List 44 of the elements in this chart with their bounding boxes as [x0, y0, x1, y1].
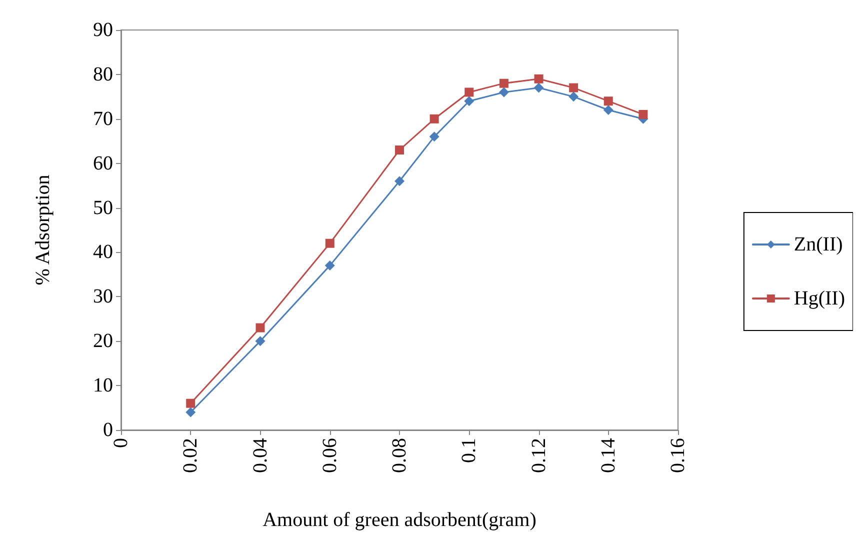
x-tick-label: 0.02 — [180, 438, 202, 473]
point — [638, 110, 648, 119]
x-tick-label: 0.14 — [597, 438, 620, 473]
legend-label: Zn(II) — [794, 234, 843, 256]
x-tick-label: 0.12 — [528, 438, 550, 473]
point — [256, 323, 265, 332]
x-tick-label: 0.1 — [458, 438, 480, 463]
point — [394, 176, 404, 186]
point — [186, 398, 196, 408]
point — [568, 92, 579, 102]
point — [569, 83, 578, 92]
legend-label: Hg(II) — [794, 288, 846, 310]
x-tick-label: 0.04 — [249, 438, 272, 473]
y-tick-label: 60 — [93, 152, 113, 174]
point — [603, 105, 614, 115]
y-tick-label: 80 — [93, 63, 113, 86]
x-axis-title: Amount of green adsorbent(gram) — [262, 509, 536, 531]
point — [498, 87, 509, 98]
point — [186, 407, 196, 418]
y-tick-label: 50 — [93, 196, 113, 219]
point — [324, 260, 335, 271]
point — [395, 146, 404, 154]
y-tick-label: 40 — [93, 241, 113, 264]
x-tick-label: 0.08 — [388, 438, 410, 473]
point — [325, 238, 334, 248]
x-tick-label: 0.16 — [667, 438, 689, 473]
x-tick-label: 0 — [110, 438, 132, 448]
y-tick-label: 10 — [93, 374, 113, 397]
point — [430, 114, 439, 124]
y-tick-label: 30 — [93, 286, 113, 308]
point — [534, 74, 544, 84]
x-tick-label: 0.06 — [318, 438, 341, 473]
point — [255, 336, 266, 346]
y-axis-title: % Adsorption — [32, 174, 54, 286]
point — [499, 78, 508, 88]
point — [429, 132, 440, 142]
point — [604, 96, 613, 106]
point — [534, 82, 544, 93]
y-tick-label: 90 — [93, 19, 113, 41]
point — [464, 88, 474, 97]
point — [464, 96, 474, 106]
y-tick-label: 0 — [103, 419, 113, 441]
y-tick-label: 70 — [93, 108, 113, 130]
y-tick-label: 20 — [93, 330, 113, 352]
